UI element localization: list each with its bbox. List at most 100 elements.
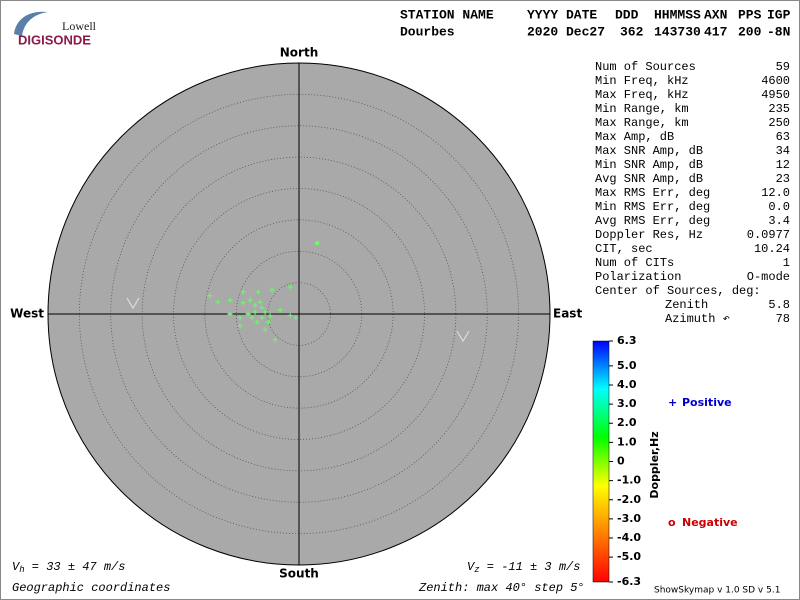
colorbar-tick-label: -5.0 (617, 550, 641, 563)
source-plus (259, 305, 265, 311)
stat-value: 10.24 (754, 242, 790, 256)
direction-north: North (280, 46, 318, 60)
header-label: PPS (738, 7, 762, 22)
legend-label: Negative (682, 516, 738, 529)
vh-symbol: V (12, 560, 21, 574)
logo-bottom: DIGISONDE (18, 32, 91, 47)
legend-symbol: o (668, 516, 676, 529)
vh-text: Vh = 33 ± 47 m/s (12, 560, 125, 575)
colorbar-tick-label: -2.0 (617, 493, 641, 506)
stat-value: 250 (768, 116, 790, 130)
colorbar-tick-label: -3.0 (617, 512, 641, 525)
colorbar-tick-label: 4.0 (617, 378, 637, 391)
stat-label: Max SNR Amp, dB (595, 144, 703, 158)
stat-label: Min RMS Err, deg (595, 200, 710, 214)
source-plus (240, 289, 246, 295)
direction-south: South (279, 567, 319, 581)
colorbar-label: Doppler,Hz (648, 431, 661, 498)
vz-text: Vz = -11 ± 3 m/s (467, 560, 580, 575)
stat-value: 59 (776, 60, 790, 74)
velocity-marker (456, 330, 470, 343)
stat-label: Min Range, km (595, 102, 689, 116)
stat-label: Num of CITs (595, 256, 674, 270)
stat-label: Avg RMS Err, deg (595, 214, 710, 228)
colorbar-tick-label: -4.0 (617, 531, 641, 544)
source-plus (262, 309, 268, 315)
source-plus (269, 287, 275, 293)
header-value: 143730 (654, 24, 701, 39)
header-label: STATION NAME (400, 7, 494, 22)
stat-label: Max RMS Err, deg (595, 186, 710, 200)
plot (47, 62, 551, 566)
vz-symbol: V (467, 560, 476, 574)
header-value: -8N (767, 24, 790, 39)
zenith-info: Zenith: max 40° step 5° (418, 581, 585, 595)
source-plus (245, 311, 251, 317)
colorbar-tick-label: 6.3 (617, 334, 637, 347)
stat-label: Max Freq, kHz (595, 88, 689, 102)
source-plus (265, 319, 271, 325)
source-plus (215, 299, 221, 305)
velocity-marker (126, 297, 140, 310)
center-value: 78 (776, 312, 790, 326)
colorbar (592, 340, 610, 583)
stat-label: Num of Sources (595, 60, 696, 74)
source-plus (287, 284, 293, 290)
colorbar-tick-label: -6.3 (617, 575, 641, 588)
stat-value: 12 (776, 158, 790, 172)
logo-top: Lowell (62, 19, 97, 33)
stat-value: 3.4 (768, 214, 790, 228)
stat-value: 4950 (761, 88, 790, 102)
vz-value: = -11 ± 3 m/s (480, 560, 581, 574)
stat-value: 0.0 (768, 200, 790, 214)
direction-east: East (553, 307, 582, 321)
center-title: Center of Sources, deg: (595, 284, 761, 298)
stat-label: Min SNR Amp, dB (595, 158, 703, 172)
center-label: Azimuth ↶ (665, 312, 730, 326)
stat-value: 235 (768, 102, 790, 116)
stat-label: Min Freq, kHz (595, 74, 689, 88)
source-plus (254, 319, 260, 325)
stat-label: Doppler Res, Hz (595, 228, 703, 242)
vh-value: = 33 ± 47 m/s (25, 560, 126, 574)
source-plus (227, 311, 233, 317)
colorbar-tick-label: 5.0 (617, 359, 637, 372)
colorbar-tick-label: 2.0 (617, 416, 637, 429)
source-plus (262, 327, 268, 333)
coords: Geographic coordinates (12, 581, 170, 595)
source-plus (287, 312, 293, 318)
colorbar-tick-label: -1.0 (617, 474, 641, 487)
source-plus (277, 307, 283, 313)
stat-label: Max Amp, dB (595, 130, 674, 144)
source-plus (207, 293, 213, 299)
header-value: Dourbes (400, 24, 455, 39)
stat-value: 1 (783, 256, 790, 270)
legend-label: Positive (682, 396, 732, 409)
source-plus (249, 315, 255, 321)
stat-label: Max Range, km (595, 116, 689, 130)
stat-value: 12.0 (761, 186, 790, 200)
stat-label: Avg SNR Amp, dB (595, 172, 703, 186)
vz-sub: z (474, 565, 479, 575)
header-label: HHMMSS (654, 7, 701, 22)
header-value: 362 (620, 24, 644, 39)
version: ShowSkymap v 1.0 SD v 5.1 (654, 586, 780, 596)
source-plus (237, 323, 243, 329)
source-plus (259, 315, 265, 321)
source-plus (247, 297, 253, 303)
source-plus (252, 302, 258, 308)
logo-swoosh (14, 11, 48, 36)
center-value: 5.8 (768, 298, 790, 312)
source-plus (293, 315, 299, 321)
legend-symbol: + (668, 396, 677, 409)
header-value: 2020 Dec27 (527, 24, 605, 39)
stat-value: 0.0977 (747, 228, 790, 242)
header-value: 200 (738, 24, 762, 39)
header-value: 417 (704, 24, 727, 39)
vh-sub: h (19, 565, 24, 575)
stat-label: CIT, sec (595, 242, 653, 256)
source-plus (240, 300, 246, 306)
stat-value: 4600 (761, 74, 790, 88)
source-dot (315, 241, 320, 246)
direction-west: West (10, 307, 44, 321)
